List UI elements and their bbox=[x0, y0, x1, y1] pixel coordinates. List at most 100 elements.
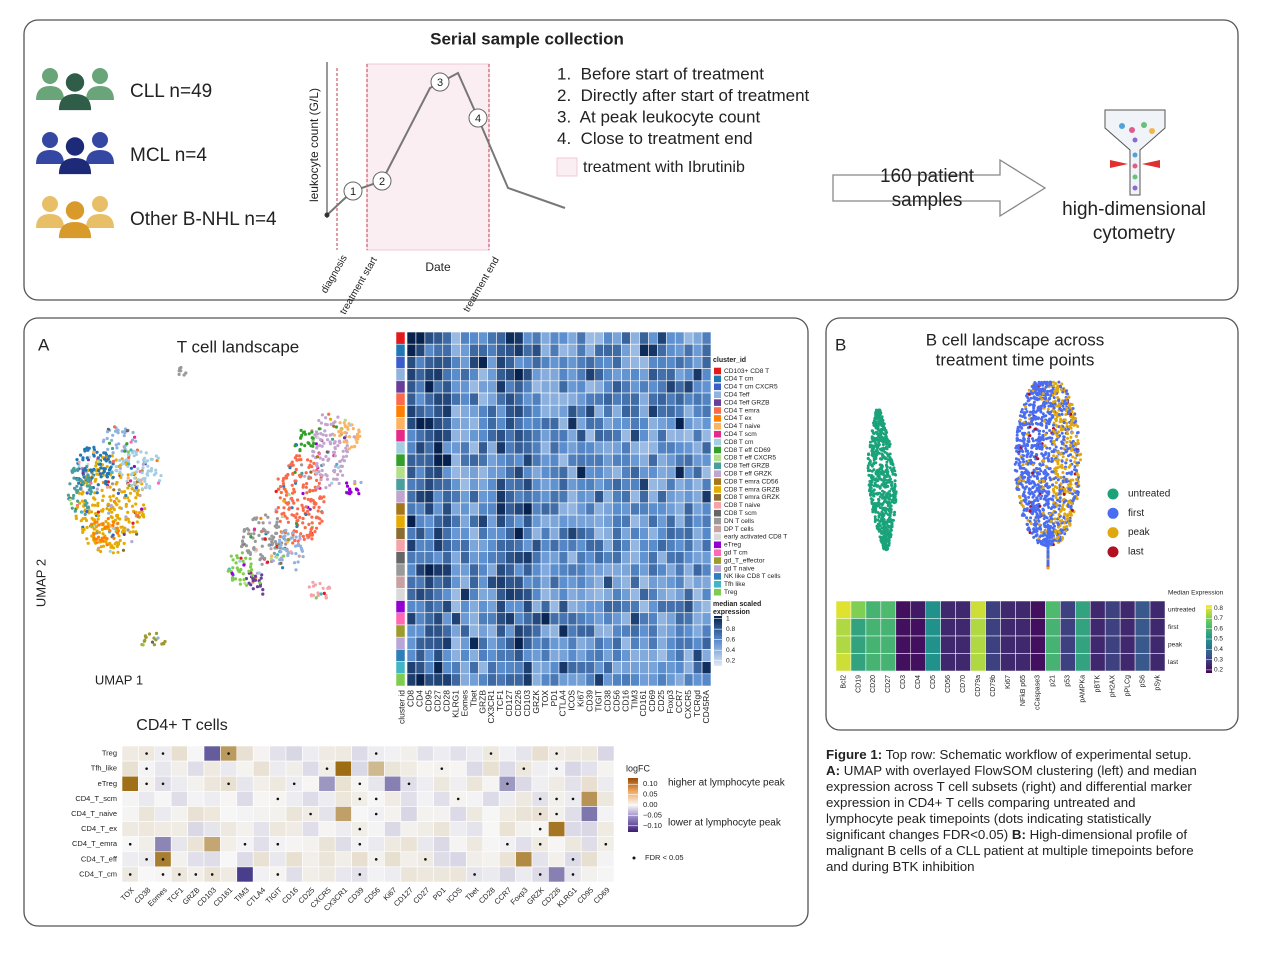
cd4-heatmap bbox=[122, 746, 614, 882]
b-cell bbox=[1050, 470, 1053, 473]
heatmap-cell bbox=[702, 491, 711, 503]
heatmap-cell bbox=[684, 491, 693, 503]
heatmap-cell bbox=[514, 588, 523, 600]
umap-cell bbox=[238, 578, 241, 581]
fc-legend-title: logFC bbox=[626, 763, 651, 773]
heatmap-cell bbox=[595, 478, 604, 490]
umap-cell bbox=[271, 538, 274, 541]
heatmap-cell bbox=[657, 454, 666, 466]
umap-cell bbox=[246, 527, 249, 530]
heatmap-cell bbox=[505, 625, 514, 637]
umap-cell bbox=[282, 482, 285, 485]
umap-cell bbox=[358, 430, 361, 433]
heatmap-cell bbox=[559, 393, 568, 405]
heatmap-cell bbox=[416, 662, 425, 674]
b-cell bbox=[886, 452, 889, 455]
heatmap-cell bbox=[639, 381, 648, 393]
heatmap-cell bbox=[675, 527, 684, 539]
heatmap-cell bbox=[666, 454, 675, 466]
heatmap-cell bbox=[568, 356, 577, 368]
fc-cell bbox=[401, 761, 417, 776]
treatment-legend: treatment with Ibrutinib bbox=[583, 159, 745, 176]
umap-cell bbox=[300, 434, 303, 437]
b-cell bbox=[1036, 457, 1039, 460]
heatmap-cell bbox=[693, 601, 702, 613]
heatmap-cell bbox=[487, 344, 496, 356]
heatmap-cell bbox=[434, 613, 443, 625]
b-cell bbox=[1027, 496, 1030, 499]
umap-cell bbox=[333, 434, 336, 437]
heatmap-cell bbox=[586, 637, 595, 649]
umap-cell bbox=[102, 522, 105, 525]
fc-cell bbox=[368, 761, 384, 776]
heatmap-cell bbox=[631, 405, 640, 417]
fc-cell bbox=[581, 761, 597, 776]
umap-cell bbox=[130, 467, 133, 470]
b-cell bbox=[887, 443, 890, 446]
umap-cell bbox=[292, 502, 295, 505]
umap-cell bbox=[92, 518, 95, 521]
umap-cell bbox=[275, 510, 278, 513]
umap-cell bbox=[78, 461, 81, 464]
umap-cell bbox=[70, 502, 73, 505]
heatmap-cell bbox=[559, 564, 568, 576]
umap-cell bbox=[295, 536, 298, 539]
heatmap-cell bbox=[470, 332, 479, 344]
b-cell bbox=[1027, 463, 1030, 466]
umap-cell bbox=[258, 581, 261, 584]
umap-cell bbox=[342, 455, 345, 458]
b-cell bbox=[871, 502, 874, 505]
umap-cell bbox=[253, 528, 256, 531]
umap-cell bbox=[277, 488, 280, 491]
umap-cell bbox=[329, 418, 332, 421]
heatmap-cell bbox=[505, 662, 514, 674]
heatmap-cell bbox=[604, 503, 613, 515]
heatmap-cell bbox=[613, 674, 622, 686]
heatmap-cell bbox=[461, 393, 470, 405]
heatmap-cell bbox=[613, 588, 622, 600]
heatmap-cell bbox=[684, 625, 693, 637]
legend-entry: eTreg bbox=[724, 542, 741, 549]
heatmap-cell bbox=[613, 613, 622, 625]
umap-cell bbox=[134, 496, 137, 499]
umap-cell bbox=[94, 512, 97, 515]
b-cell bbox=[1038, 463, 1041, 466]
umap-cell bbox=[84, 513, 87, 516]
heatmap-cell bbox=[461, 369, 470, 381]
heatmap-cell bbox=[613, 564, 622, 576]
heatmap-cell bbox=[443, 332, 452, 344]
b-cell bbox=[1044, 477, 1047, 480]
cluster-swatch bbox=[396, 564, 405, 576]
fc-cell bbox=[466, 746, 482, 761]
fc-cell bbox=[450, 761, 466, 776]
heatmap-cell bbox=[541, 381, 550, 393]
umap-cell bbox=[297, 458, 300, 461]
fc-cell bbox=[581, 837, 597, 852]
b-cell bbox=[1063, 421, 1066, 424]
samples-label: 160 patient bbox=[880, 166, 975, 187]
umap-cell bbox=[130, 441, 133, 444]
b-cell bbox=[1050, 457, 1053, 460]
umap-cell bbox=[111, 447, 114, 450]
b-cell bbox=[1044, 494, 1047, 497]
fc-cell bbox=[516, 822, 532, 837]
heatmap-cell bbox=[416, 405, 425, 417]
heatmap-cell bbox=[550, 649, 559, 661]
heatmap-cell bbox=[470, 601, 479, 613]
heatmap-cell bbox=[532, 356, 541, 368]
b-cell bbox=[1077, 485, 1080, 488]
b-cell bbox=[1053, 525, 1056, 528]
heatmap-cell bbox=[631, 613, 640, 625]
fc-cell bbox=[253, 837, 269, 852]
fc-cell bbox=[352, 746, 368, 761]
heatmap-cell bbox=[559, 540, 568, 552]
heatmap-cell bbox=[434, 662, 443, 674]
fc-cell bbox=[220, 867, 236, 882]
heatmap-cell bbox=[434, 552, 443, 564]
b-cell bbox=[1029, 426, 1032, 429]
umap-cell bbox=[300, 472, 303, 475]
heatmap-cell bbox=[559, 405, 568, 417]
heatmap-cell bbox=[470, 454, 479, 466]
b-cell bbox=[878, 452, 881, 455]
fc-cell bbox=[483, 806, 499, 821]
